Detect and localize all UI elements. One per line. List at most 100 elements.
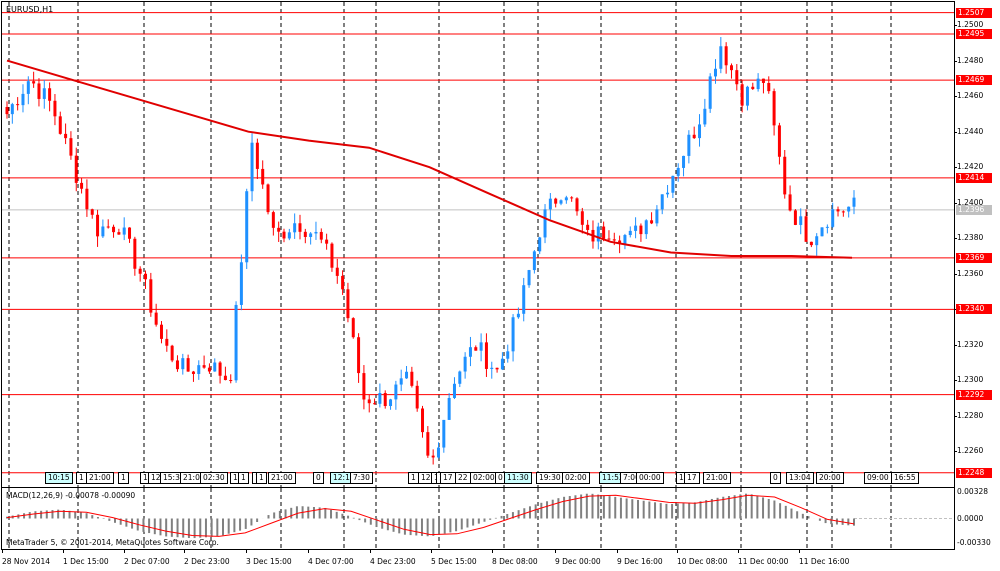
candle-body xyxy=(80,182,84,189)
candle-body xyxy=(58,116,62,134)
separator-time-label: 13:04 xyxy=(786,472,814,484)
macd-signal-line xyxy=(6,494,855,537)
candle-body xyxy=(213,362,217,372)
separator-time-label: 0 xyxy=(770,472,781,484)
separator-time-label: 16:55 xyxy=(891,472,919,484)
price-axis-label: 1.2420 xyxy=(957,162,984,172)
candle-body xyxy=(735,70,739,85)
time-axis-tick xyxy=(184,549,185,553)
candle-body xyxy=(341,275,345,290)
candle-body xyxy=(740,84,744,106)
time-axis-label: 2 Dec 23:00 xyxy=(184,557,230,566)
candle-body xyxy=(767,82,771,92)
price-chart-svg[interactable] xyxy=(2,2,954,487)
candle-body xyxy=(660,194,664,210)
candle-body xyxy=(287,232,291,239)
separator-time-label: 21:00 xyxy=(86,472,114,484)
candle-body xyxy=(516,313,520,318)
candle-body xyxy=(250,142,254,192)
candle-body xyxy=(117,232,121,235)
bid-price-label: 1.2396 xyxy=(956,204,992,215)
candle-body xyxy=(708,76,712,109)
time-axis-tick xyxy=(799,549,800,553)
price-axis-label: 1.2440 xyxy=(957,126,984,136)
macd-chart-svg[interactable] xyxy=(2,488,954,549)
candle-body xyxy=(575,198,579,212)
price-axis-label: 1.2380 xyxy=(957,233,984,243)
time-axis-label: 2 Dec 07:00 xyxy=(124,557,170,566)
macd-axis-label: 0.00328 xyxy=(957,487,989,496)
candle-body xyxy=(548,198,552,210)
candle-body xyxy=(436,447,440,458)
time-axis-label: 10 Dec 08:00 xyxy=(677,557,728,566)
candle-body xyxy=(495,367,499,370)
candle-body xyxy=(692,134,696,139)
candle-body xyxy=(570,197,574,199)
separator-time-label: 21:00 xyxy=(268,472,296,484)
candle-body xyxy=(458,371,462,384)
time-axis-tick xyxy=(308,549,309,553)
separator-time-label: 02:00 xyxy=(470,472,498,484)
candle-body xyxy=(90,209,94,215)
separator-time-label: 7:30 xyxy=(350,472,373,484)
candle-body xyxy=(724,46,728,66)
candle-body xyxy=(554,198,558,204)
candle-body xyxy=(793,210,797,225)
candle-body xyxy=(261,168,265,185)
candle-body xyxy=(170,345,174,361)
candle-body xyxy=(202,365,206,368)
price-axis-tick xyxy=(954,96,957,98)
separator-time-label: 1 xyxy=(118,472,129,484)
candle-body xyxy=(831,209,835,227)
candle-body xyxy=(389,399,393,407)
candle-body xyxy=(607,238,611,240)
time-axis-tick xyxy=(617,549,618,553)
chart-symbol-title: EURUSD,H1 xyxy=(6,5,54,14)
candle-body xyxy=(277,227,281,232)
candle-body xyxy=(96,214,100,237)
separator-time-label: 21:0 xyxy=(180,472,203,484)
horizontal-level-label: 1.2507 xyxy=(956,7,992,18)
candle-body xyxy=(378,392,382,404)
candle-body xyxy=(362,373,366,400)
candle-body xyxy=(42,88,46,99)
candle-body xyxy=(580,211,584,225)
candle-body xyxy=(112,226,116,233)
price-axis-tick xyxy=(954,238,957,240)
separator-time-label: 09:00 xyxy=(864,472,892,484)
candle-body xyxy=(351,318,355,338)
candle-body xyxy=(564,197,568,201)
candle-body xyxy=(703,108,707,125)
time-axis-label: 4 Dec 23:00 xyxy=(370,557,416,566)
separator-time-label: 10:15 xyxy=(45,472,73,484)
time-axis-label: 28 Nov 2014 xyxy=(2,557,51,566)
candle-body xyxy=(325,239,329,244)
candle-body xyxy=(847,206,851,212)
time-axis-tick xyxy=(738,549,739,553)
candle-body xyxy=(788,194,792,211)
time-axis-label: 9 Dec 00:00 xyxy=(555,557,601,566)
time-axis-tick xyxy=(63,549,64,553)
candle-body xyxy=(644,220,648,235)
candle-body xyxy=(144,273,148,280)
price-axis-tick xyxy=(954,273,957,275)
separator-time-label: 11:30 xyxy=(504,472,532,484)
candle-body xyxy=(239,262,243,305)
candle-body xyxy=(852,197,856,207)
candle-body xyxy=(772,91,776,126)
candle-body xyxy=(538,237,542,252)
macd-indicator-pane[interactable]: MACD(12,26,9) -0.00078 -0.00090 MetaTrad… xyxy=(1,487,955,550)
separator-time-label: 1 xyxy=(238,472,249,484)
price-chart-pane[interactable]: EURUSD,H1 xyxy=(1,1,955,488)
candle-body xyxy=(373,403,377,405)
candle-body xyxy=(431,455,435,458)
time-axis-label: 11 Dec 00:00 xyxy=(738,557,789,566)
candle-body xyxy=(671,175,675,193)
candle-body xyxy=(367,399,371,404)
price-axis-label: 1.2460 xyxy=(957,91,984,101)
separator-time-label: 1 xyxy=(256,472,267,484)
separator-time-label: 02:00 xyxy=(562,472,590,484)
candle-body xyxy=(154,312,158,325)
time-axis-label: 11 Dec 16:00 xyxy=(799,557,850,566)
